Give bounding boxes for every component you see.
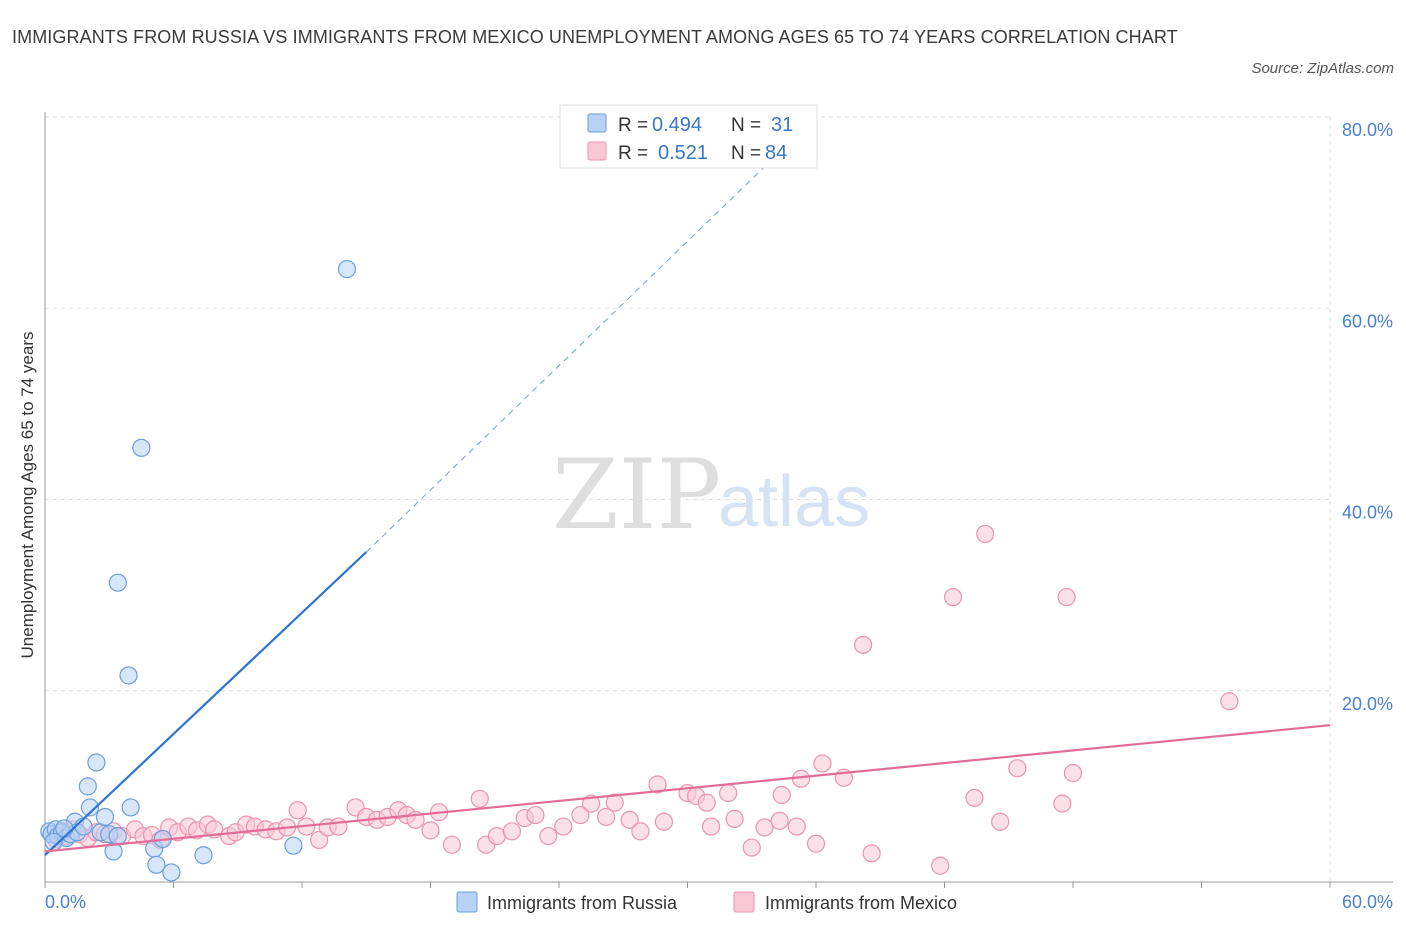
legend-bottom-mexico-label: Immigrants from Mexico [765,893,957,913]
y-tick-label-40: 40.0% [1342,503,1393,523]
legend-bottom-russia-label: Immigrants from Russia [487,893,678,913]
mexico-point-76 [943,587,963,607]
russia-point-20 [121,798,140,817]
mexico-point-65 [742,838,761,857]
mexico-point-56 [631,822,650,841]
mexico-point-28 [288,801,307,820]
trend-layer [44,116,1331,857]
mexico-point-58 [654,812,674,831]
legend-top-russia-n-value: 31 [771,114,793,136]
mexico-point-62 [701,817,721,836]
russia-point-30 [55,819,74,838]
chart-title: IMMIGRANTS FROM RUSSIA VS IMMIGRANTS FRO… [12,27,1178,47]
russia-point-27 [284,836,303,855]
mexico-point-53 [597,807,616,827]
mexico-point-50 [554,817,573,836]
mexico-point-55 [620,810,639,829]
mexico-point-64 [725,809,744,828]
legend-top-russia-r-value: 0.494 [652,114,702,136]
legend-top-mexico-r-label: R = [618,143,648,164]
legend-top-mexico-n-label: N = [731,143,761,164]
mexico-point-70 [787,817,806,836]
mexico-point-67 [770,811,789,830]
mexico-trend-line [44,724,1331,853]
russia-trend-line [44,551,368,857]
russia-point-26 [194,846,213,865]
mexico-point-82 [1057,587,1076,607]
russia-point-11 [80,798,100,817]
russia-trend-extension [365,116,817,553]
mexico-point-51 [571,805,590,825]
mexico-point-80 [991,812,1010,831]
russia-point-17 [108,826,127,846]
russia-point-23 [147,855,166,874]
axis-layer [44,112,1393,888]
russia-point-28 [337,259,357,279]
russia-point-10 [78,777,97,796]
mexico-point-48 [526,805,545,825]
watermark-zip: ZIP [552,439,721,551]
y-tick-label-80: 80.0% [1342,120,1393,140]
mexico-point-78 [965,788,984,807]
mexico-points [42,524,1239,875]
mexico-point-75 [862,844,881,863]
mexico-point-32 [329,817,348,836]
russia-point-9 [74,817,93,836]
mexico-point-74 [854,635,873,654]
mexico-point-81 [1008,759,1027,778]
y-tick-label-60: 60.0% [1342,311,1393,331]
mexico-point-52 [582,794,601,813]
russia-point-12 [87,753,106,772]
mexico-point-45 [487,826,506,846]
legend-top-mexico-r-value: 0.521 [658,142,708,164]
legend-top-mexico-swatch [587,141,607,161]
mexico-point-77 [931,856,950,875]
russia-point-19 [119,666,138,685]
mexico-point-72 [806,834,826,853]
mexico-point-71 [813,754,832,773]
mexico-point-79 [976,524,995,544]
y-tick-labels: 20.0% 40.0% 60.0% 80.0% [1342,120,1393,714]
legend-top-russia-n-label: N = [731,115,761,136]
mexico-point-49 [539,826,558,846]
mexico-point-68 [772,785,791,805]
x-tick-label-min: 0.0% [45,892,86,912]
mexico-point-63 [719,783,738,803]
russia-point-18 [108,573,127,592]
legend-top: R = 0.494 N = 31 R = 0.521 N = 84 [559,104,818,169]
legend-bottom: Immigrants from Russia Immigrants from M… [456,891,957,913]
russia-point-21 [132,438,151,457]
russia-point-25 [162,863,181,882]
mexico-point-83 [1053,794,1072,813]
source-label: Source: ZipAtlas.com [1251,60,1394,77]
legend-top-russia-r-label: R = [618,115,648,136]
mexico-point-43 [470,789,489,808]
legend-bottom-mexico-swatch [733,891,755,913]
x-tick-label-max: 60.0% [1342,892,1393,912]
watermark: ZIP atlas [552,439,870,551]
mexico-point-54 [605,793,624,812]
russia-points [40,259,357,882]
mexico-point-40 [421,821,440,840]
mexico-point-66 [755,818,774,837]
legend-top-russia-swatch [587,113,607,133]
y-tick-label-20: 20.0% [1342,694,1393,714]
mexico-point-85 [1220,692,1239,711]
watermark-atlas: atlas [718,462,870,542]
mexico-point-84 [1063,763,1083,783]
legend-top-mexico-n-value: 84 [765,142,787,164]
mexico-point-57 [648,775,667,794]
mexico-point-46 [502,822,521,841]
russia-point-14 [95,807,115,827]
mexico-point-61 [697,793,716,812]
mexico-point-30 [310,830,329,850]
legend-bottom-russia-swatch [456,891,478,913]
mexico-point-42 [442,835,462,854]
